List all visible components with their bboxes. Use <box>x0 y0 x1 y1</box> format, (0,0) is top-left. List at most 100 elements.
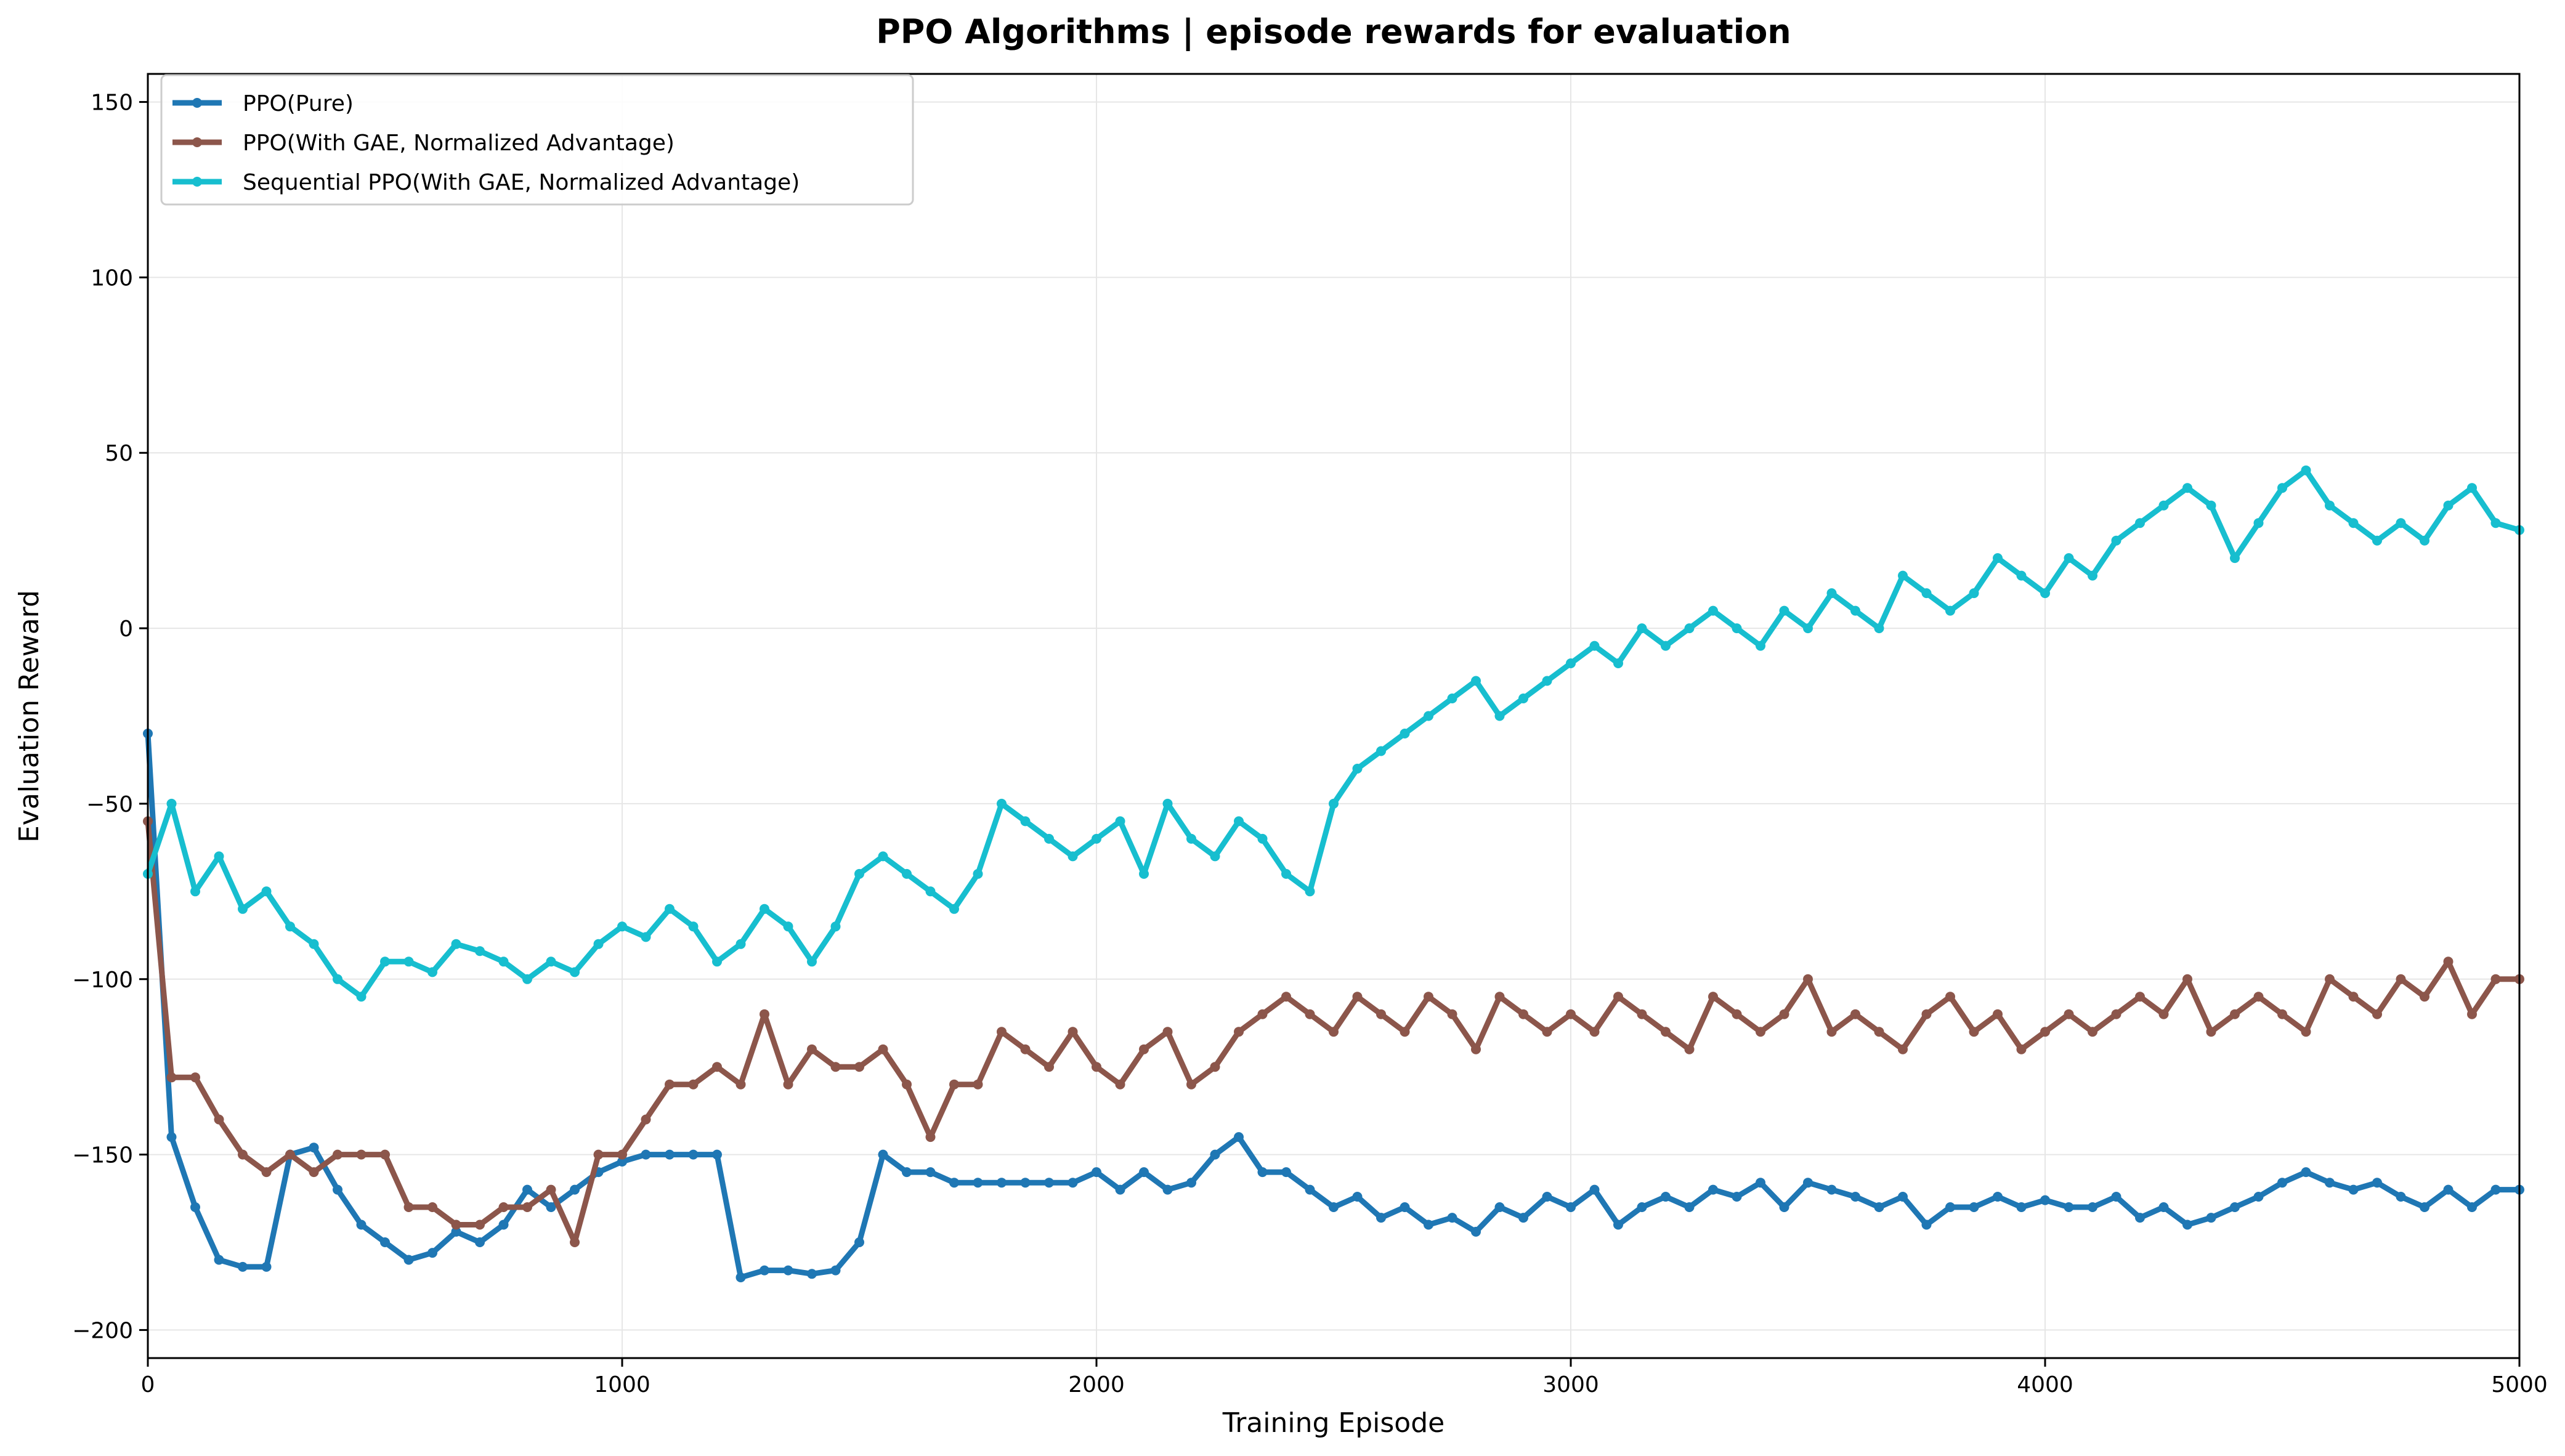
data-point <box>2182 483 2192 493</box>
data-point <box>522 1184 532 1195</box>
data-point <box>807 957 817 967</box>
data-point <box>1092 1062 1101 1072</box>
data-point <box>1732 1009 1742 1019</box>
legend: PPO(Pure) PPO(With GAE, Normalized Advant… <box>160 74 914 206</box>
data-point <box>428 967 437 977</box>
data-point <box>2277 1009 2287 1019</box>
data-point <box>2088 570 2097 581</box>
data-point <box>1661 1192 1671 1202</box>
data-point <box>997 798 1007 809</box>
series-lines <box>143 465 2524 1282</box>
data-point <box>1234 1027 1244 1037</box>
data-point <box>1092 1167 1101 1178</box>
data-point <box>1210 1149 1220 1160</box>
data-point <box>2135 518 2145 528</box>
data-point <box>1945 1202 1955 1212</box>
data-point <box>1494 1202 1505 1212</box>
data-point <box>333 1184 342 1195</box>
data-point <box>2206 500 2216 511</box>
data-point <box>1779 605 1789 616</box>
data-point <box>2372 535 2382 546</box>
data-point <box>1874 623 1884 634</box>
data-point <box>1850 1192 1860 1202</box>
data-point <box>2158 500 2169 511</box>
data-point <box>2135 1213 2145 1223</box>
data-point <box>617 921 627 932</box>
data-point <box>2301 1027 2311 1037</box>
data-point <box>1732 623 1742 634</box>
data-point <box>1210 851 1220 862</box>
data-point <box>1945 605 1955 616</box>
data-point <box>1613 658 1623 668</box>
data-point <box>878 1044 888 1054</box>
data-point <box>333 1149 342 1160</box>
data-point <box>2420 1202 2429 1212</box>
data-point <box>973 868 983 879</box>
data-point <box>1139 1167 1149 1178</box>
data-point <box>1566 658 1576 668</box>
data-point <box>403 1202 414 1212</box>
data-point <box>2396 518 2406 528</box>
data-point <box>2420 992 2429 1002</box>
data-point <box>2158 1202 2169 1212</box>
data-point <box>570 1184 580 1195</box>
data-point <box>403 957 414 967</box>
data-point <box>546 1184 556 1195</box>
legend-label: Sequential PPO(With GAE, Normalized Adva… <box>243 170 800 195</box>
chart-title: PPO Algorithms | episode rewards for eva… <box>876 12 1791 51</box>
data-point <box>807 1044 817 1054</box>
data-point <box>1542 1027 1552 1037</box>
data-point <box>1329 1027 1339 1037</box>
data-point <box>1020 1178 1031 1188</box>
data-point <box>2490 974 2501 984</box>
data-point <box>2111 1009 2121 1019</box>
data-point <box>712 957 722 967</box>
data-point <box>1637 623 1647 634</box>
data-point <box>1305 1184 1315 1195</box>
y-tick-label: 50 <box>105 441 133 466</box>
data-point <box>593 939 604 949</box>
data-point <box>2277 1178 2287 1188</box>
data-point <box>1803 974 1813 984</box>
data-point <box>2420 535 2429 546</box>
data-point <box>878 1149 888 1160</box>
legend-marker <box>192 177 202 187</box>
data-point <box>1589 1184 1600 1195</box>
data-point <box>1803 1178 1813 1188</box>
data-point <box>1162 1027 1173 1037</box>
data-point <box>2206 1027 2216 1037</box>
data-point <box>617 1157 627 1167</box>
data-point <box>949 1079 959 1090</box>
data-point <box>1993 1192 2003 1202</box>
data-point <box>902 868 912 879</box>
data-point <box>380 957 390 967</box>
data-point <box>1756 1027 1765 1037</box>
data-point <box>451 939 461 949</box>
data-point <box>1708 605 1718 616</box>
data-point <box>1542 1192 1552 1202</box>
data-point <box>1708 1184 1718 1195</box>
data-point <box>238 904 248 914</box>
data-point <box>451 1226 461 1237</box>
data-point <box>1779 1202 1789 1212</box>
data-point <box>2182 974 2192 984</box>
data-point <box>190 886 200 897</box>
data-point <box>475 1237 485 1247</box>
data-point <box>356 1149 367 1160</box>
data-point <box>1471 1044 1481 1054</box>
data-point <box>1969 1202 1979 1212</box>
data-point <box>2182 1219 2192 1230</box>
data-point <box>522 974 532 984</box>
data-point <box>403 1255 414 1265</box>
data-point <box>2348 992 2359 1002</box>
data-point <box>1969 588 1979 599</box>
data-point <box>1376 1213 1386 1223</box>
data-point <box>2325 1178 2335 1188</box>
data-point <box>641 932 651 942</box>
data-point <box>356 1219 367 1230</box>
data-point <box>783 921 793 932</box>
data-point <box>2064 553 2074 564</box>
data-point <box>166 798 177 809</box>
data-point <box>854 1237 864 1247</box>
